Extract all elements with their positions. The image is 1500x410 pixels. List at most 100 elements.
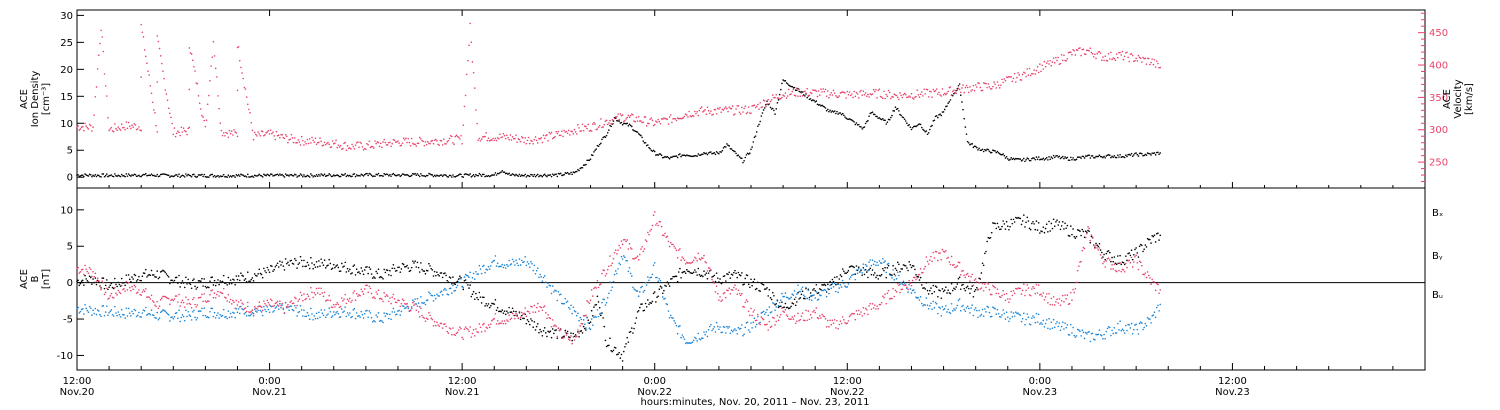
data-point	[228, 129, 231, 132]
data-point	[517, 317, 520, 320]
data-point	[995, 292, 998, 295]
data-point	[870, 308, 873, 311]
data-point	[407, 267, 410, 269]
data-point	[217, 279, 219, 281]
data-point	[110, 174, 113, 176]
data-point	[790, 93, 792, 95]
data-point	[1050, 297, 1053, 300]
data-point	[1027, 316, 1030, 318]
data-point	[154, 304, 156, 306]
data-point	[396, 269, 398, 272]
data-point	[323, 259, 326, 261]
data-point	[707, 272, 710, 274]
data-point	[496, 319, 499, 322]
data-point	[107, 175, 109, 178]
data-point	[702, 275, 704, 278]
data-point	[342, 266, 344, 268]
data-point	[1024, 323, 1026, 326]
data-point	[476, 296, 478, 299]
y-tick-label: 10	[60, 119, 73, 130]
data-point	[130, 175, 132, 177]
data-point	[305, 175, 308, 178]
data-point	[700, 274, 703, 277]
data-point	[135, 128, 138, 131]
data-point	[703, 254, 705, 257]
data-point	[190, 319, 193, 321]
data-point	[226, 176, 228, 179]
data-point	[1068, 302, 1071, 305]
data-point	[1141, 322, 1143, 324]
data-point	[847, 320, 850, 322]
data-point	[906, 267, 908, 269]
data-point	[1063, 228, 1065, 230]
data-point	[815, 100, 818, 102]
data-point	[1066, 57, 1069, 60]
data-point	[180, 301, 183, 304]
data-point	[1061, 220, 1064, 223]
data-point	[857, 267, 860, 270]
data-point	[1136, 262, 1139, 264]
data-point	[343, 174, 345, 176]
data-point	[574, 131, 577, 133]
data-point	[651, 150, 654, 153]
data-point	[363, 312, 366, 315]
data-point	[893, 93, 896, 96]
data-point	[1070, 225, 1072, 227]
data-point	[1057, 302, 1059, 304]
data-point	[280, 264, 282, 266]
data-point	[791, 302, 794, 304]
data-point	[468, 174, 470, 176]
data-point	[579, 325, 582, 327]
data-point	[234, 316, 236, 319]
data-point	[567, 338, 570, 341]
data-point	[84, 122, 86, 125]
data-point	[899, 113, 901, 116]
data-point	[379, 297, 382, 300]
data-point	[211, 276, 214, 278]
data-point	[824, 88, 827, 91]
data-point	[757, 315, 759, 318]
data-point	[465, 281, 468, 284]
data-point	[418, 271, 421, 273]
data-point	[238, 312, 241, 315]
data-point	[715, 150, 718, 153]
data-point	[930, 90, 932, 93]
data-point	[621, 114, 624, 116]
data-point	[1154, 154, 1157, 156]
data-point	[493, 139, 496, 142]
data-point	[512, 173, 515, 176]
data-point	[687, 116, 689, 118]
data-point	[1001, 314, 1003, 316]
data-point	[186, 133, 188, 136]
data-point	[251, 175, 254, 178]
data-point	[629, 124, 632, 127]
data-point	[489, 139, 492, 141]
data-point	[277, 305, 280, 307]
data-point	[980, 149, 983, 152]
data-point	[1021, 289, 1024, 292]
data-point	[617, 249, 619, 251]
data-point	[103, 73, 106, 75]
data-point	[283, 137, 286, 140]
data-point	[1146, 271, 1149, 273]
data-point	[211, 289, 214, 291]
data-point	[208, 94, 210, 97]
data-point	[1057, 156, 1059, 158]
data-point	[947, 308, 949, 311]
data-point	[734, 284, 736, 286]
data-point	[1104, 337, 1106, 340]
data-point	[855, 309, 858, 312]
data-point	[1034, 228, 1037, 231]
data-point	[1105, 330, 1108, 333]
data-point	[750, 307, 752, 310]
data-point	[241, 302, 243, 304]
data-point	[310, 286, 312, 289]
data-point	[459, 138, 461, 140]
data-point	[346, 267, 349, 270]
data-point	[585, 163, 587, 166]
data-point	[508, 314, 510, 317]
data-point	[446, 330, 449, 333]
data-point	[1099, 52, 1102, 54]
data-point	[1013, 158, 1016, 161]
data-point	[1155, 306, 1158, 309]
